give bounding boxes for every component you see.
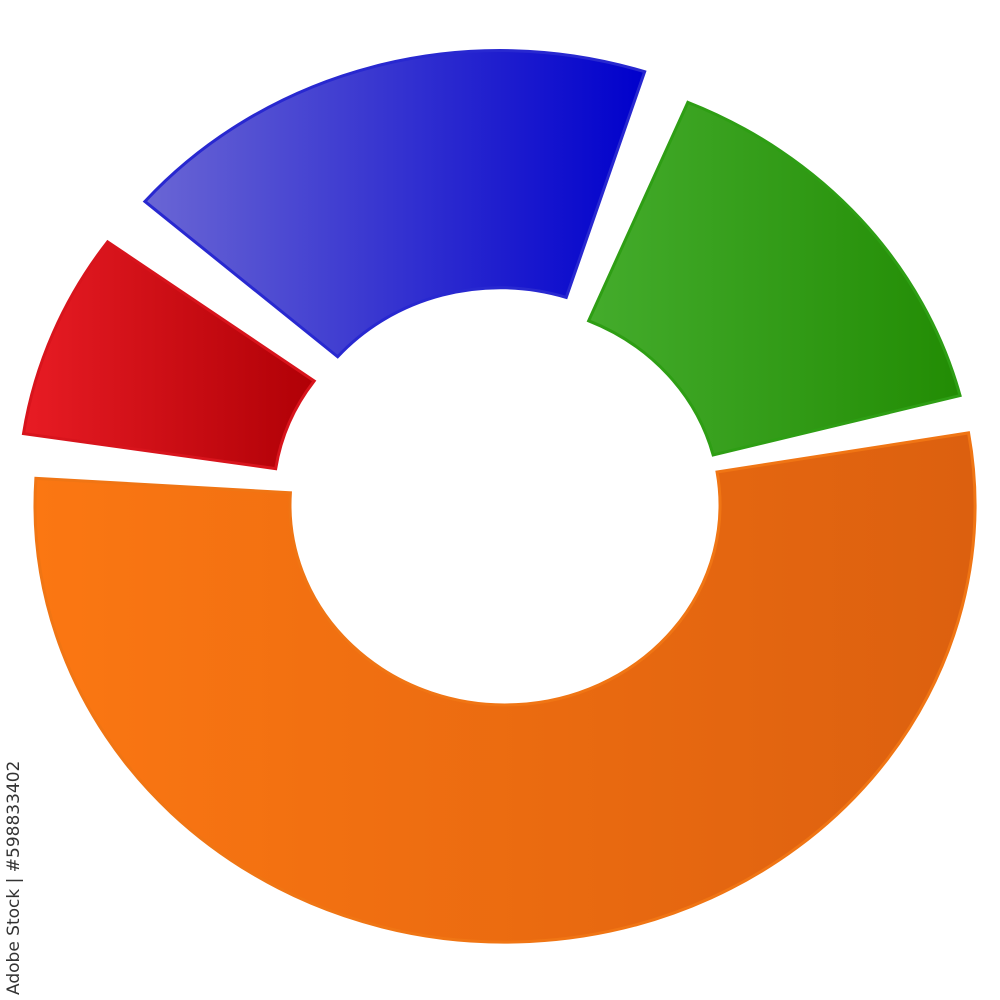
donut-slice-4 xyxy=(586,100,962,457)
donut-slice-2 xyxy=(21,239,317,471)
donut-slice-3 xyxy=(142,49,647,359)
donut-hole xyxy=(396,358,700,686)
watermark-credit: Adobe Stock | #598833402 xyxy=(4,760,24,995)
donut-slice-1 xyxy=(33,431,977,944)
